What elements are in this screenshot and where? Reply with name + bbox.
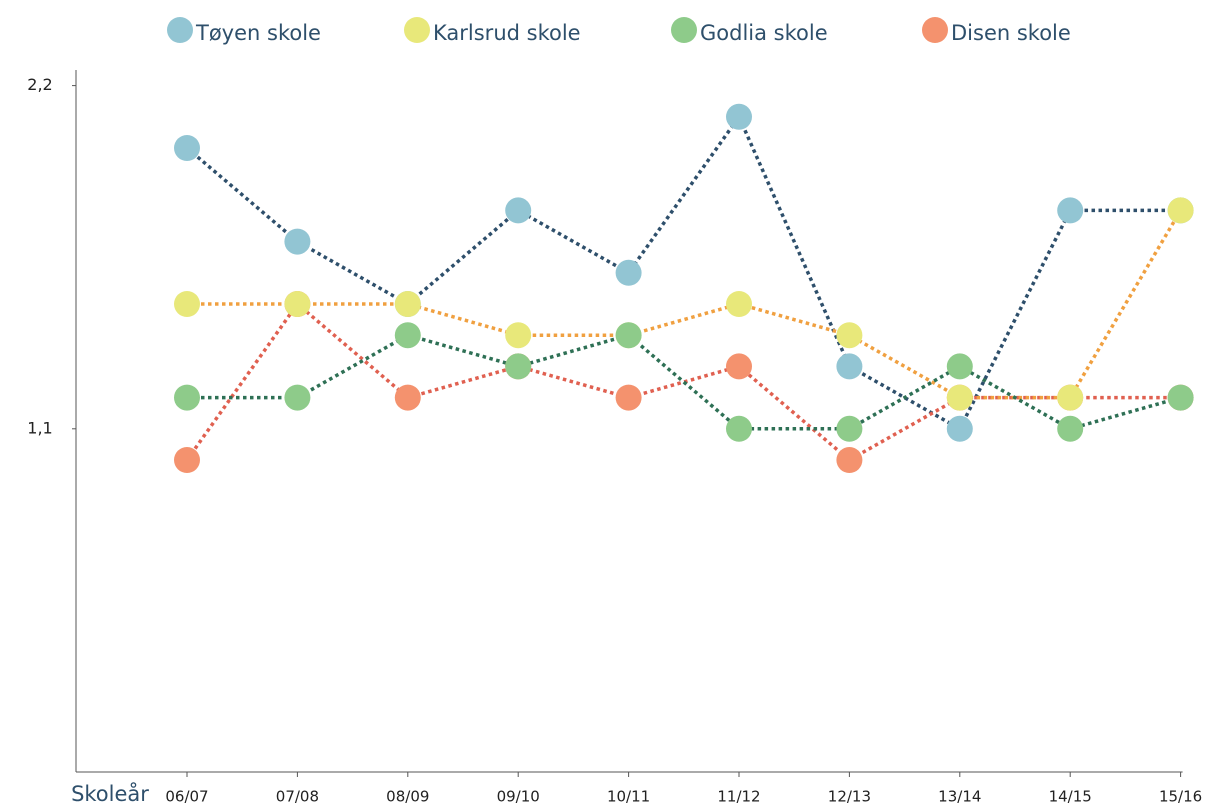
data-point <box>174 447 200 473</box>
data-point <box>394 291 421 317</box>
data-point <box>284 291 311 317</box>
data-point <box>726 103 752 130</box>
data-point <box>615 322 642 349</box>
legend-label: Godlia skole <box>700 21 828 45</box>
x-tick-label: 09/10 <box>497 788 540 806</box>
data-point <box>505 197 532 224</box>
data-point <box>836 415 863 442</box>
legend-marker <box>671 17 697 43</box>
y-tick-label: 1,1 <box>27 418 52 437</box>
legend-marker <box>167 17 193 43</box>
data-point <box>726 415 752 442</box>
x-tick-label: 14/15 <box>1049 788 1092 806</box>
series-line <box>187 209 1183 400</box>
data-point <box>394 384 421 411</box>
data-point <box>505 353 532 380</box>
x-tick-label: 06/07 <box>165 788 208 806</box>
series-line <box>187 333 1182 431</box>
x-tick-label: 12/13 <box>828 788 871 806</box>
data-point <box>946 353 973 380</box>
data-point <box>836 353 863 380</box>
data-point <box>726 353 752 380</box>
data-point <box>174 291 200 317</box>
data-point <box>505 322 532 349</box>
data-point <box>836 322 863 349</box>
data-point <box>394 322 421 349</box>
legend-marker <box>404 17 430 43</box>
x-tick-label: 15/16 <box>1159 788 1202 806</box>
data-point <box>1057 415 1084 442</box>
legend-label: Karlsrud skole <box>433 21 581 45</box>
x-axis-label: Skoleår <box>71 781 149 806</box>
data-point <box>836 447 863 473</box>
data-point <box>174 384 200 411</box>
x-tick-label: 07/08 <box>276 788 319 806</box>
data-point <box>615 384 642 411</box>
data-point <box>1057 384 1084 411</box>
x-tick-label: 11/12 <box>717 788 760 806</box>
series-line <box>185 113 1181 432</box>
data-point <box>946 415 973 442</box>
data-point <box>1057 197 1084 224</box>
legend-label: Tøyen skole <box>195 21 321 45</box>
x-tick-label: 13/14 <box>938 788 981 806</box>
data-point <box>284 228 311 255</box>
data-point <box>174 135 200 161</box>
x-tick-label: 10/11 <box>607 788 650 806</box>
y-tick-label: 2,2 <box>27 75 52 94</box>
data-point <box>615 259 642 286</box>
data-point <box>284 384 311 411</box>
data-point <box>1167 384 1194 411</box>
data-point <box>726 291 752 317</box>
legend-marker <box>922 17 948 43</box>
data-point <box>1167 197 1194 224</box>
legend-label: Disen skole <box>951 21 1071 45</box>
x-tick-label: 08/09 <box>386 788 429 806</box>
data-point <box>946 384 973 411</box>
